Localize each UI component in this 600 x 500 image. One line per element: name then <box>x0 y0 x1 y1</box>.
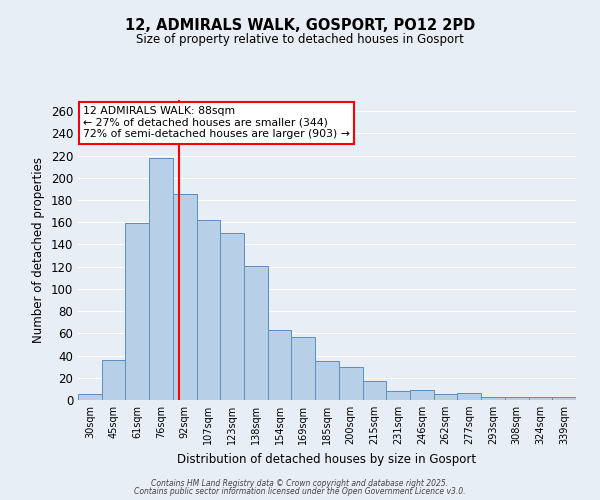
X-axis label: Distribution of detached houses by size in Gosport: Distribution of detached houses by size … <box>178 452 476 466</box>
Bar <box>315 361 339 400</box>
Bar <box>173 194 197 400</box>
Bar <box>102 360 125 400</box>
Bar <box>457 394 481 400</box>
Bar <box>220 234 244 400</box>
Bar <box>244 266 268 400</box>
Text: 12, ADMIRALS WALK, GOSPORT, PO12 2PD: 12, ADMIRALS WALK, GOSPORT, PO12 2PD <box>125 18 475 32</box>
Text: 12 ADMIRALS WALK: 88sqm
← 27% of detached houses are smaller (344)
72% of semi-d: 12 ADMIRALS WALK: 88sqm ← 27% of detache… <box>83 106 350 139</box>
Bar <box>529 396 552 400</box>
Bar <box>125 224 149 400</box>
Bar <box>292 336 315 400</box>
Bar <box>481 396 505 400</box>
Bar <box>505 396 529 400</box>
Y-axis label: Number of detached properties: Number of detached properties <box>32 157 45 343</box>
Bar <box>386 391 410 400</box>
Text: Size of property relative to detached houses in Gosport: Size of property relative to detached ho… <box>136 32 464 46</box>
Bar <box>78 394 102 400</box>
Bar <box>197 220 220 400</box>
Bar <box>434 394 457 400</box>
Bar <box>362 381 386 400</box>
Text: Contains HM Land Registry data © Crown copyright and database right 2025.: Contains HM Land Registry data © Crown c… <box>151 478 449 488</box>
Bar <box>339 366 362 400</box>
Bar <box>552 396 576 400</box>
Bar <box>410 390 434 400</box>
Bar <box>268 330 292 400</box>
Bar <box>149 158 173 400</box>
Text: Contains public sector information licensed under the Open Government Licence v3: Contains public sector information licen… <box>134 487 466 496</box>
